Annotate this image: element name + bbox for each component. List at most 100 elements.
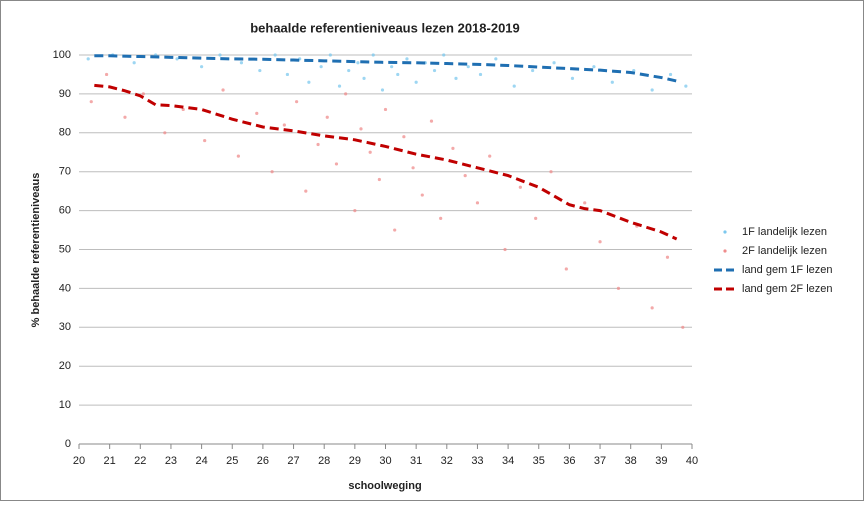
scatter-point	[429, 119, 434, 123]
x-tick-label: 40	[686, 455, 698, 467]
scatter-point	[362, 76, 366, 80]
scatter-point	[681, 325, 685, 329]
scatter-point	[396, 72, 400, 77]
scatter-point	[239, 61, 244, 65]
x-tick-label: 36	[563, 455, 575, 467]
x-tick-label: 30	[379, 455, 391, 467]
x-tick-label: 32	[441, 455, 453, 467]
scatter-point	[380, 88, 385, 92]
x-tick-label: 23	[165, 455, 177, 467]
scatter-point	[377, 177, 381, 182]
legend-swatch	[723, 230, 727, 234]
scatter-point	[494, 57, 498, 61]
scatter-point	[295, 100, 299, 104]
scatter-point	[475, 201, 480, 205]
scatter-point	[684, 84, 688, 88]
scatter-point	[200, 65, 204, 69]
scatter-point	[236, 154, 240, 158]
scatter-point	[478, 72, 483, 77]
x-tick-label: 26	[257, 455, 269, 467]
legend-label: 1F landelijk lezen	[742, 226, 827, 238]
scatter-point	[368, 150, 372, 154]
scatter-point	[442, 53, 446, 57]
scatter-point	[420, 193, 424, 197]
x-tick-label: 29	[349, 455, 361, 467]
chart-title: behaalde referentieniveaus lezen 2018-20…	[250, 20, 520, 35]
y-tick-label: 90	[59, 88, 71, 100]
scatter-point	[203, 138, 207, 143]
scatter-point	[337, 84, 342, 88]
y-tick-label: 10	[59, 399, 71, 411]
scatter-point	[163, 131, 167, 135]
scatter-point	[531, 68, 535, 73]
scatter-point	[610, 80, 614, 84]
x-tick-label: 38	[625, 455, 637, 467]
scatter-point	[328, 53, 332, 57]
scatter-point	[454, 76, 458, 80]
scatter-point	[86, 57, 90, 61]
scatter-point	[282, 123, 286, 127]
scatter-point	[181, 107, 185, 112]
scatter-point	[598, 240, 602, 244]
scatter-point	[463, 173, 467, 178]
x-tick-label: 35	[533, 455, 545, 467]
scatter-point	[325, 115, 329, 119]
x-tick-label: 27	[287, 455, 299, 467]
legend-label: 2F landelijk lezen	[742, 245, 827, 257]
scatter-point	[549, 170, 553, 174]
scatter-point	[359, 127, 363, 131]
scatter-point	[451, 146, 455, 150]
scatter-point	[570, 76, 575, 80]
scatter-point	[316, 142, 320, 147]
scatter-point	[583, 201, 587, 205]
scatter-point	[344, 92, 348, 96]
scatter-point	[273, 53, 277, 57]
x-tick-label: 34	[502, 455, 514, 467]
y-tick-label: 70	[59, 166, 71, 178]
x-axis-label: schoolweging	[348, 480, 421, 492]
scatter-point	[334, 162, 339, 166]
scatter-point	[132, 61, 136, 65]
scatter-point	[405, 57, 409, 61]
scatter-point	[141, 92, 145, 96]
scatter-point	[552, 61, 556, 65]
scatter-point	[390, 65, 394, 69]
scatter-point	[564, 267, 568, 271]
y-tick-label: 40	[59, 282, 71, 294]
x-tick-label: 24	[195, 455, 207, 467]
scatter-point	[89, 100, 93, 104]
scatter-point	[592, 65, 596, 69]
scatter-point	[414, 80, 418, 84]
scatter-point	[356, 61, 360, 65]
scatter-point	[270, 170, 274, 174]
x-tick-label: 31	[410, 455, 422, 467]
scatter-point	[353, 209, 357, 213]
scatter-point	[258, 68, 262, 73]
scatter-point	[104, 72, 109, 77]
scatter-point	[221, 88, 225, 92]
scatter-point	[503, 247, 507, 252]
y-axis-label: % behaalde referentieniveaus	[30, 173, 42, 328]
average-line	[94, 54, 678, 83]
legend-label: land gem 2F lezen	[742, 283, 833, 295]
scatter-point	[411, 166, 415, 170]
scatter-point	[304, 189, 308, 193]
average-line	[94, 83, 678, 241]
scatter-point	[650, 88, 654, 92]
scatter-point	[307, 80, 311, 84]
scatter-point	[393, 228, 397, 232]
scatter-point	[383, 107, 388, 112]
scatter-point	[488, 154, 492, 158]
y-tick-label: 100	[53, 49, 71, 61]
scatter-point	[402, 135, 406, 139]
scatter-point	[512, 84, 516, 88]
x-tick-label: 28	[318, 455, 330, 467]
legend-label: land gem 1F lezen	[742, 264, 833, 276]
scatter-point	[668, 72, 673, 77]
scatter-point	[319, 65, 323, 69]
scatter-point	[466, 65, 470, 69]
y-tick-label: 60	[59, 205, 71, 217]
scatter-point	[534, 216, 538, 220]
